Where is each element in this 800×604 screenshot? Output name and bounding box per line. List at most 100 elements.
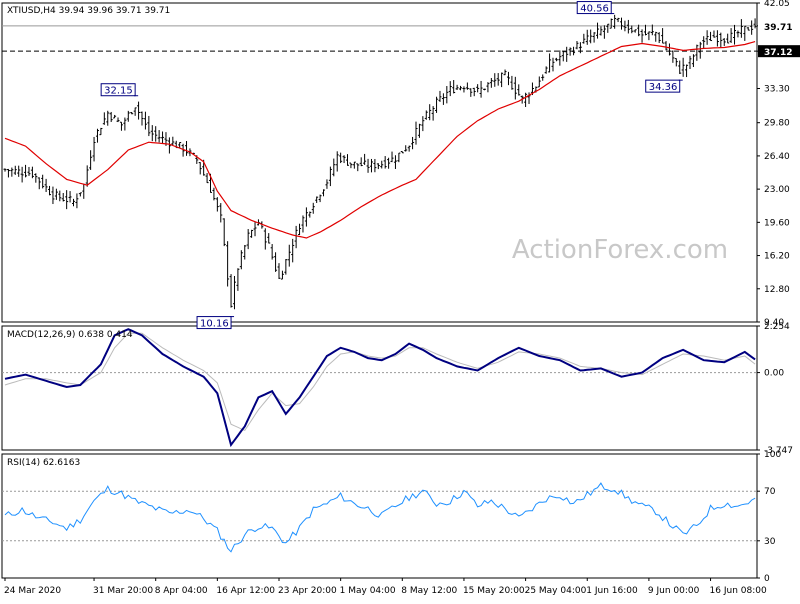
ohlc-bar <box>116 117 120 123</box>
x-tick-label: 31 Mar 20:00 <box>93 586 153 596</box>
ohlc-bar <box>373 158 377 173</box>
ohlc-bar <box>274 252 278 272</box>
ohlc-bar <box>359 157 363 167</box>
ohlc-bar <box>75 193 79 209</box>
ohlc-bar <box>232 275 236 310</box>
ohlc-bar <box>181 143 185 157</box>
ohlc-bar <box>315 196 319 203</box>
ohlc-bar <box>483 88 486 91</box>
ohlc-bar <box>150 125 154 142</box>
ohlc-bar <box>267 233 271 244</box>
ohlc-bar <box>37 177 41 190</box>
price-y-tick-label: 29.80 <box>764 119 790 129</box>
ohlc-bar <box>68 191 72 203</box>
ohlc-bar <box>339 152 343 164</box>
level-37-12-label: 37.12 <box>764 48 792 58</box>
ohlc-bar <box>229 274 233 308</box>
ohlc-bar <box>424 110 428 120</box>
ohlc-bar <box>311 202 315 214</box>
ohlc-bar <box>705 30 709 45</box>
ohlc-bar <box>328 166 332 187</box>
ohlc-bar <box>30 166 34 179</box>
ohlc-bar <box>435 96 439 113</box>
level-37-12-box <box>758 45 800 58</box>
ohlc-bar <box>637 24 641 37</box>
ohlc-bar <box>215 197 219 212</box>
ohlc-bar <box>479 80 483 98</box>
ohlc-bar <box>85 165 89 187</box>
ohlc-bar <box>623 20 627 32</box>
ohlc-bar <box>366 158 370 173</box>
x-tick-label: 1 May 04:00 <box>340 586 396 596</box>
ohlc-bar <box>236 268 240 291</box>
ohlc-bar <box>294 225 298 249</box>
macd-signal-line <box>4 332 756 432</box>
ohlc-bar <box>657 32 661 44</box>
rsi-header: RSI(14) 62.6163 <box>7 458 80 468</box>
ohlc-bar <box>178 141 182 148</box>
ohlc-bar <box>291 238 295 263</box>
ohlc-bar <box>596 22 600 39</box>
ohlc-bar <box>250 229 254 238</box>
ohlc-bar <box>346 154 349 166</box>
ohlc-bar <box>99 127 103 136</box>
ohlc-bar <box>643 24 647 36</box>
ohlc-bar <box>58 190 62 202</box>
ohlc-bar <box>332 158 336 177</box>
ohlc-bar <box>298 223 302 236</box>
ohlc-bar <box>568 47 572 56</box>
macd-y-tick-label: 2.254 <box>764 322 790 332</box>
ohlc-bar <box>147 115 151 137</box>
ohlc-bar <box>167 137 171 154</box>
annotation-label: 34.36 <box>649 82 678 93</box>
ohlc-bar <box>17 165 21 177</box>
watermark: ActionForex.com <box>512 235 728 265</box>
ohlc-bar <box>342 155 346 164</box>
last-price-box <box>758 19 800 32</box>
x-tick-label: 16 Apr 12:00 <box>216 586 275 596</box>
ohlc-bar <box>72 198 75 207</box>
rsi-pane-frame <box>1 453 758 579</box>
ohlc-bar <box>6 168 10 178</box>
ohlc-bar <box>119 121 123 131</box>
ohlc-bar <box>123 117 127 131</box>
ohlc-bar <box>620 17 623 30</box>
ohlc-bar <box>565 46 569 62</box>
macd-pane-frame <box>1 325 758 451</box>
ohlc-bar <box>441 93 445 105</box>
ohlc-bar <box>739 19 743 38</box>
annotation-label: 10.16 <box>200 319 229 330</box>
ohlc-bar <box>140 111 144 126</box>
ohlc-bar <box>219 203 223 223</box>
ohlc-bar <box>226 241 230 287</box>
ohlc-bar <box>428 104 432 121</box>
ohlc-bar <box>712 30 716 38</box>
x-tick-label: 23 Apr 20:00 <box>278 586 337 596</box>
ohlc-bar <box>736 30 740 38</box>
ohlc-bar <box>650 24 654 36</box>
macd-y-tick-label: 0.00 <box>764 369 784 379</box>
price-header: XTIUSD,H4 39.94 39.96 39.71 39.71 <box>7 6 170 16</box>
ohlc-bar <box>589 29 593 44</box>
price-y-tick-label: 42.05 <box>764 0 790 9</box>
ohlc-bar <box>109 111 113 122</box>
ohlc-bar <box>558 50 562 66</box>
ohlc-bar <box>551 57 555 72</box>
ohlc-bar <box>462 86 466 93</box>
ohlc-bar <box>503 69 507 76</box>
ohlc-bar <box>171 136 175 146</box>
ohlc-bar <box>102 112 106 125</box>
ohlc-bar <box>578 42 582 54</box>
rsi-line <box>4 482 756 553</box>
ohlc-bar <box>510 75 514 90</box>
ohlc-bar <box>647 31 651 41</box>
ohlc-bar <box>185 141 189 156</box>
ohlc-bar <box>616 17 620 23</box>
ohlc-bar <box>284 259 288 275</box>
ohlc-bar <box>352 161 356 169</box>
ohlc-bar <box>489 77 493 88</box>
ohlc-bar <box>455 84 459 90</box>
x-tick-label: 25 May 04:00 <box>525 586 587 596</box>
ohlc-bar <box>445 86 449 104</box>
